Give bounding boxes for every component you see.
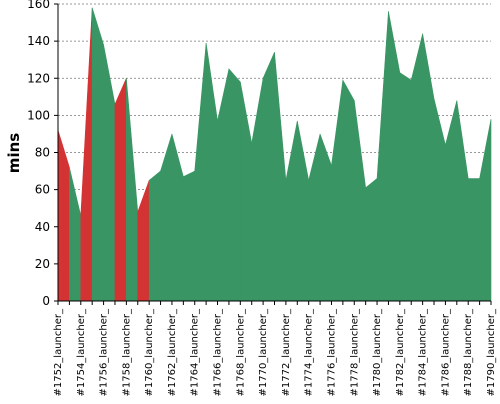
x-tick-label: #1772_launcher_ — [281, 308, 292, 397]
y-axis-label: mins — [5, 133, 23, 173]
area-segment-1768 — [240, 81, 253, 302]
x-tick-label: #1774_launcher_ — [304, 308, 315, 397]
area-segment-1776 — [331, 80, 344, 302]
area-segment-1760 — [148, 170, 161, 302]
x-tick-label: #1782_launcher_ — [395, 308, 406, 397]
x-tick-label: #1778_launcher_ — [349, 308, 360, 397]
area-segment-1773 — [296, 120, 309, 302]
area-segment-1783 — [410, 33, 423, 302]
x-tick-label: #1760_launcher_ — [144, 308, 155, 397]
y-tick-label: 20 — [35, 257, 50, 271]
area-segment-1785 — [433, 98, 446, 302]
area-segment-1787 — [456, 100, 469, 302]
x-tick-label: #1752_launcher_ — [53, 308, 64, 397]
area-segment-1766 — [217, 68, 230, 302]
y-tick-label: 140 — [27, 34, 50, 48]
area-segment-1757 — [114, 78, 127, 302]
x-tick-label: #1790_launcher_ — [486, 308, 497, 397]
x-tick-label: #1766_launcher_ — [213, 308, 224, 397]
x-tick-labels: #1752_launcher_ #1754_launcher_ #1756_laun… — [53, 308, 497, 397]
y-tick-label: 100 — [27, 108, 50, 122]
area-segment-1777 — [342, 78, 355, 302]
y-tick-label: 0 — [42, 294, 50, 308]
area-segment-1780 — [376, 11, 389, 302]
x-tick-label: #1788_launcher_ — [463, 308, 474, 397]
area-segment-1772 — [285, 120, 298, 302]
y-tick-label: 60 — [35, 183, 50, 197]
x-tick-label: #1776_launcher_ — [326, 308, 337, 397]
area-segment-1779 — [365, 177, 378, 302]
area-series — [57, 7, 492, 302]
area-segment-1758 — [126, 78, 139, 302]
area-segment-1762 — [171, 133, 184, 302]
area-segment-1786 — [445, 100, 458, 302]
area-segment-1788 — [467, 178, 480, 302]
area-segment-1774 — [308, 133, 321, 302]
area-segment-1778 — [353, 100, 366, 302]
area-segment-1755 — [91, 7, 104, 302]
x-tick-label: #1784_launcher_ — [418, 308, 429, 397]
x-tick-label: #1770_launcher_ — [258, 308, 269, 397]
area-segment-1759 — [137, 180, 150, 302]
x-tick-label: #1762_launcher_ — [167, 308, 178, 397]
area-segment-1754 — [80, 7, 93, 302]
y-tick-label: 40 — [35, 220, 50, 234]
area-segment-1781 — [388, 11, 401, 302]
area-segment-1764 — [194, 42, 207, 302]
area-segment-1761 — [160, 133, 173, 302]
x-tick-label: #1764_launcher_ — [190, 308, 201, 397]
area-segment-1770 — [262, 52, 275, 302]
x-tick-label: #1780_launcher_ — [372, 308, 383, 397]
area-segment-1769 — [251, 78, 264, 302]
x-tick-label: #1756_launcher_ — [99, 308, 110, 397]
area-segment-1775 — [319, 133, 332, 302]
area-segment-1765 — [205, 42, 218, 302]
area-segment-1767 — [228, 68, 241, 302]
area-segment-1789 — [479, 119, 492, 302]
area-segment-1752 — [57, 130, 70, 302]
x-tick-label: #1786_launcher_ — [440, 308, 451, 397]
area-segment-1771 — [274, 52, 287, 302]
y-tick-label: 120 — [27, 71, 50, 85]
y-tick-label: 80 — [35, 146, 50, 160]
area-segment-1756 — [103, 44, 116, 302]
x-tick-label: #1758_launcher_ — [121, 308, 132, 397]
area-segment-1753 — [69, 167, 82, 302]
area-segment-1784 — [422, 33, 435, 302]
area-segment-1782 — [399, 72, 412, 302]
axes — [54, 3, 492, 305]
y-tick-label: 160 — [27, 0, 50, 11]
area-segment-1763 — [183, 170, 196, 302]
x-tick-label: #1768_launcher_ — [235, 308, 246, 397]
y-tick-labels: 0 20 40 60 80 100 120 140 160 — [27, 0, 50, 308]
x-tick-label: #1754_launcher_ — [76, 308, 87, 397]
